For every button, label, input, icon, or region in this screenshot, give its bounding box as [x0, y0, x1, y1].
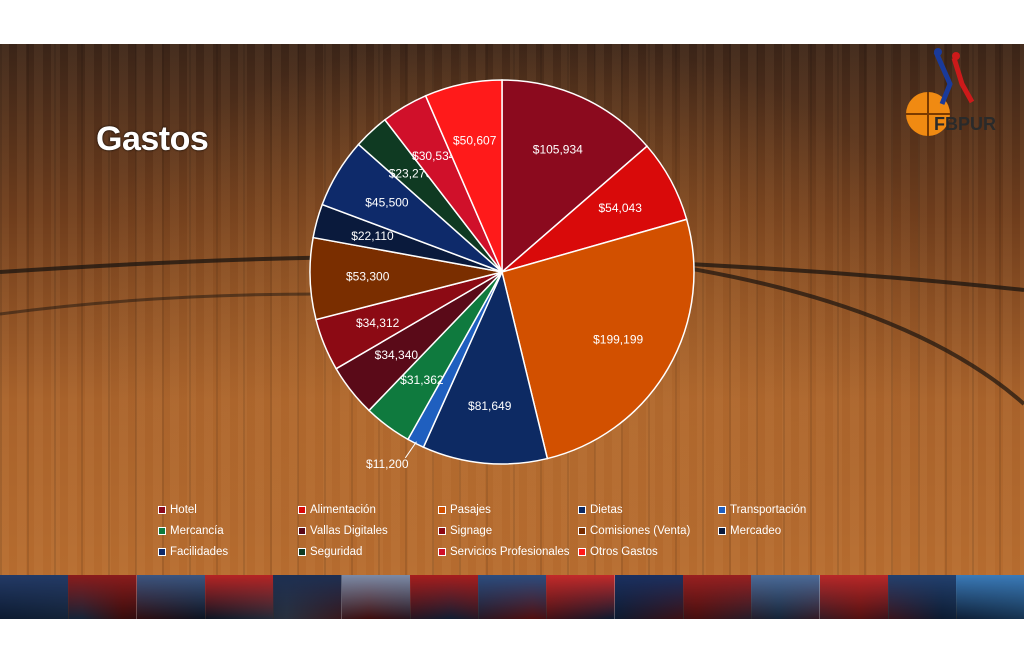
legend-swatch	[718, 506, 726, 514]
legend-label: Facilidades	[170, 546, 229, 558]
legend-label: Hotel	[170, 504, 197, 516]
pie-data-label: $199,199	[593, 333, 643, 347]
legend-label: Dietas	[590, 504, 623, 516]
logo-text: FBPUR	[934, 114, 996, 134]
legend-swatch	[438, 506, 446, 514]
legend-label: Mercancía	[170, 525, 224, 537]
pie-data-label: $54,043	[598, 201, 642, 215]
photo-thumbnail	[68, 575, 138, 619]
slide-title: Gastos	[96, 120, 209, 158]
legend-swatch	[298, 506, 306, 514]
legend-item: Pasajes	[438, 504, 491, 516]
pie-leader-line	[404, 441, 417, 459]
legend-swatch	[298, 548, 306, 556]
legend-item: Mercancía	[158, 525, 224, 537]
pie-slice-hotel	[501, 79, 649, 274]
photo-thumbnail	[0, 575, 69, 619]
legend-swatch	[158, 506, 166, 514]
legend-item: Vallas Digitales	[298, 525, 388, 537]
pie-data-label: $11,200	[366, 457, 409, 471]
photo-thumbnail	[341, 575, 411, 619]
legend-swatch	[158, 548, 166, 556]
pie-slice-dietas	[422, 269, 549, 465]
legend-item: Seguridad	[298, 546, 362, 558]
photo-thumbnail	[546, 575, 616, 619]
legend-swatch	[578, 506, 586, 514]
pie-slice-otros-gastos	[424, 79, 503, 273]
fbpur-logo: FBPUR	[906, 48, 996, 136]
legend-item: Servicios Profesionales	[438, 546, 570, 558]
pie-data-label: $53,300	[346, 270, 390, 284]
pie-data-label: $30,534	[412, 149, 456, 163]
legend-swatch	[718, 527, 726, 535]
legend-label: Transportación	[730, 504, 807, 516]
slide-background: Gastos FBPUR $105,934 $54,043 $199,199 $81,…	[0, 44, 1024, 619]
pie-data-label: $22,110	[351, 229, 394, 243]
legend-item: Otros Gastos	[578, 546, 658, 558]
legend-item: Hotel	[158, 504, 197, 516]
photo-thumbnail	[956, 575, 1024, 619]
legend-label: Pasajes	[450, 504, 491, 516]
pie-slice-pasajes	[501, 218, 695, 460]
pie-data-label: $23,276	[389, 167, 433, 181]
legend-item: Mercadeo	[718, 525, 781, 537]
photo-strip	[0, 575, 1024, 619]
photo-thumbnail	[204, 575, 274, 619]
legend-swatch	[158, 527, 166, 535]
legend-label: Signage	[450, 525, 493, 537]
photo-thumbnail	[136, 575, 206, 619]
photo-thumbnail	[614, 575, 684, 619]
legend-label: Comisiones (Venta)	[590, 525, 691, 537]
legend-label: Servicios Profesionales	[450, 546, 570, 558]
legend-item: Transportación	[718, 504, 806, 516]
pie-data-label: $50,607	[453, 133, 497, 147]
photo-thumbnail	[478, 575, 548, 619]
legend-label: Mercadeo	[730, 525, 782, 537]
legend-swatch	[438, 548, 446, 556]
legend-label: Seguridad	[310, 546, 363, 558]
legend-item: Signage	[438, 525, 492, 537]
photo-thumbnail	[887, 575, 957, 619]
pie-data-label: $31,362	[400, 373, 444, 387]
legend-swatch	[578, 548, 586, 556]
photo-thumbnail	[409, 575, 479, 619]
photo-thumbnail	[683, 575, 752, 619]
legend-swatch	[298, 527, 306, 535]
legend-item: Alimentación	[298, 504, 376, 516]
pie-chart: $105,934 $54,043 $199,199 $81,649 $11,200 $31…	[309, 79, 695, 471]
legend-label: Alimentación	[310, 504, 376, 516]
pie-data-label: $34,340	[375, 348, 419, 362]
photo-thumbnail	[819, 575, 889, 619]
legend-item: Facilidades	[158, 546, 228, 558]
legend-label: Vallas Digitales	[310, 525, 388, 537]
pie-data-label: $105,934	[533, 143, 583, 157]
pie-data-label: $45,500	[365, 196, 409, 210]
legend-swatch	[438, 527, 446, 535]
pie-data-label: $81,649	[468, 399, 512, 413]
photo-thumbnail	[751, 575, 821, 619]
legend-label: Otros Gastos	[590, 546, 658, 558]
pie-data-label: $34,312	[356, 316, 400, 330]
legend-item: Comisiones (Venta)	[578, 525, 690, 537]
photo-thumbnail	[273, 575, 343, 619]
legend-swatch	[578, 527, 586, 535]
legend-item: Dietas	[578, 504, 623, 516]
